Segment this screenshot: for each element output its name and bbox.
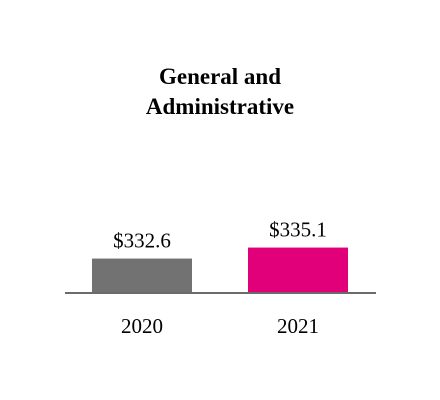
- bar-2021: [248, 247, 348, 292]
- value-label-2020: $332.6: [113, 229, 171, 253]
- chart-title: General and Administrative: [0, 62, 440, 122]
- category-label-2021: 2021: [277, 314, 319, 338]
- bars-layer: [92, 247, 348, 292]
- labels-layer: $332.6 2020 $335.1 2021: [113, 218, 327, 338]
- chart-title-line-1: General and: [158, 64, 282, 89]
- chart-title-line-2: Administrative: [145, 94, 295, 119]
- value-label-2021: $335.1: [269, 218, 327, 242]
- category-label-2020: 2020: [121, 314, 163, 338]
- bar-2020: [92, 258, 192, 292]
